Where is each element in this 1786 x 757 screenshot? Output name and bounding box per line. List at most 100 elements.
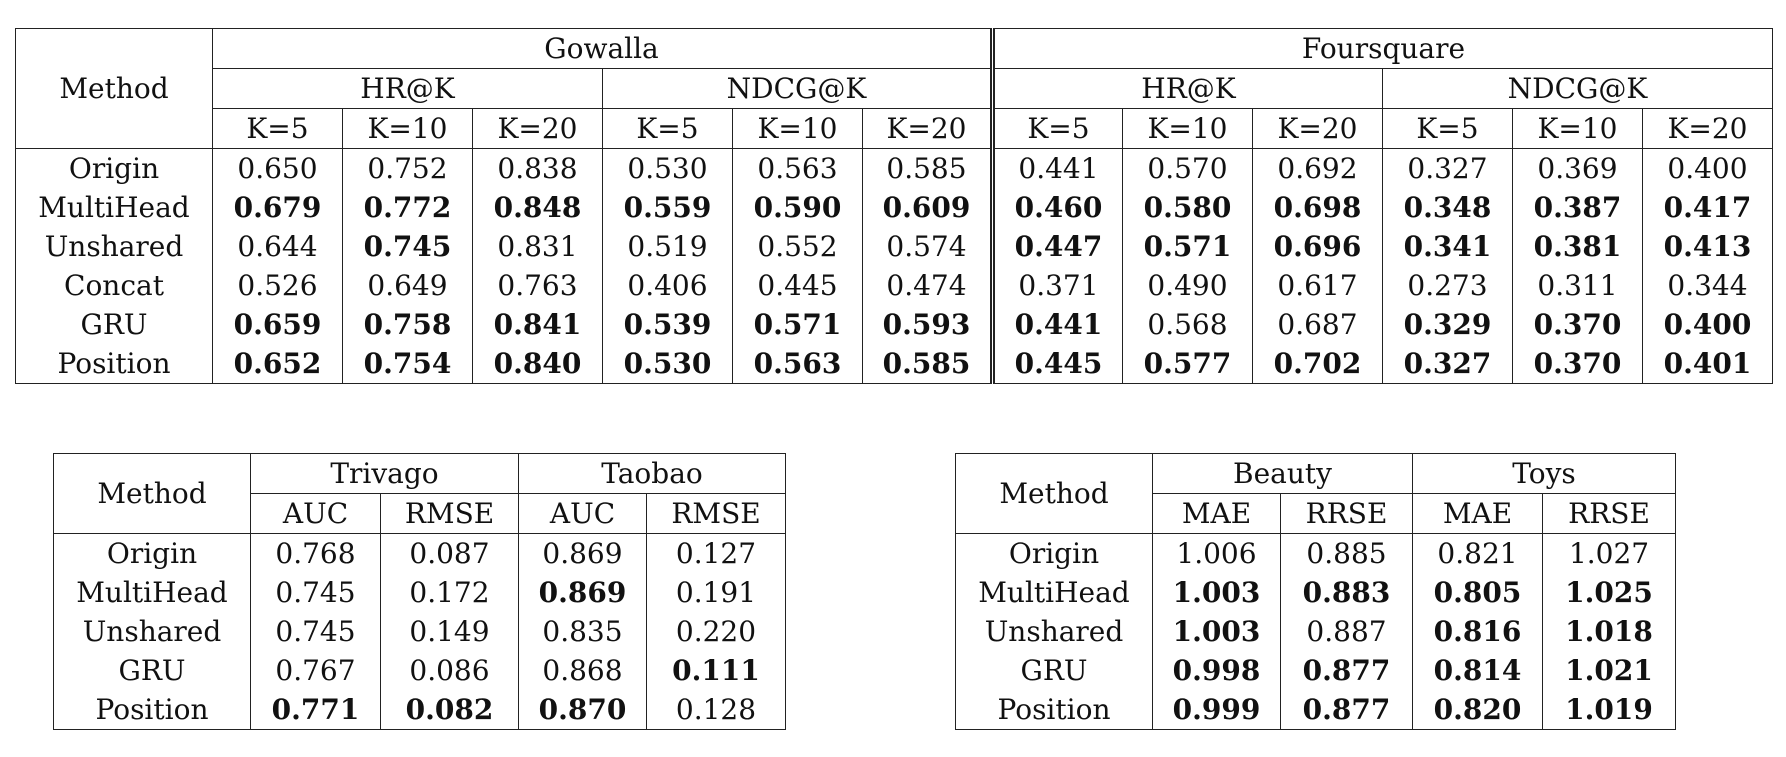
value-cell: 0.577	[1122, 344, 1253, 384]
value-cell: 0.696	[1252, 227, 1383, 266]
value-cell: 0.344	[1642, 266, 1773, 305]
value-cell: 0.869	[518, 533, 647, 573]
table-row: MultiHead 1.003 0.883 0.805 1.025	[956, 573, 1676, 612]
value-cell: 0.840	[472, 344, 603, 384]
value-cell: 0.679	[212, 188, 343, 227]
value-cell: 0.341	[1382, 227, 1513, 266]
value-cell: 1.025	[1542, 573, 1676, 612]
value-cell: 0.887	[1279, 612, 1413, 651]
metric-header: AUC	[250, 493, 381, 534]
table-row: Origin 0.650 0.752 0.838 0.530 0.563 0.585 0.44…	[16, 148, 1773, 188]
value-cell: 0.692	[1252, 148, 1383, 188]
value-cell: 0.649	[342, 266, 473, 305]
value-cell: 0.149	[380, 612, 519, 651]
table-row: GRU 0.998 0.877 0.814 1.021	[956, 651, 1676, 690]
value-cell: 0.609	[862, 188, 993, 227]
metric-header: RMSE	[646, 493, 786, 534]
method-cell: Position	[997, 692, 1111, 726]
method-cell: Origin	[106, 536, 198, 570]
value-cell: 0.593	[862, 305, 993, 344]
value-cell: 1.006	[1152, 533, 1281, 573]
k-header: K=20	[862, 108, 993, 149]
table-row: Origin 0.768 0.087 0.869 0.127	[54, 533, 786, 573]
k-header: K=5	[212, 108, 343, 149]
results-table-trivago-taobao: Method Trivago Taobao AUC RMSE AUC RMSE …	[53, 453, 786, 730]
value-cell: 0.519	[602, 227, 733, 266]
value-cell: 0.445	[732, 266, 863, 305]
value-cell: 0.329	[1382, 305, 1513, 344]
method-cell: GRU	[118, 653, 186, 687]
value-cell: 0.650	[212, 148, 343, 188]
value-cell: 0.870	[518, 690, 647, 730]
k-header: K=5	[602, 108, 733, 149]
dataset-header-gowalla: Gowalla	[212, 28, 993, 69]
dataset-header-beauty: Beauty	[1151, 453, 1413, 494]
value-cell: 0.086	[380, 651, 519, 690]
value-cell: 0.172	[380, 573, 519, 612]
value-cell: 0.400	[1642, 148, 1773, 188]
value-cell: 0.698	[1252, 188, 1383, 227]
value-cell: 1.003	[1152, 612, 1281, 651]
value-cell: 1.003	[1152, 573, 1281, 612]
value-cell: 0.590	[732, 188, 863, 227]
value-cell: 0.348	[1382, 188, 1513, 227]
value-cell: 0.563	[732, 344, 863, 384]
value-cell: 0.745	[250, 573, 381, 612]
value-cell: 0.327	[1382, 148, 1513, 188]
value-cell: 0.441	[990, 148, 1123, 188]
metric-header: AUC	[518, 493, 647, 534]
k-header: K=10	[1512, 108, 1643, 149]
value-cell: 0.447	[990, 227, 1123, 266]
metric-header: NDCG@K	[1382, 68, 1773, 109]
value-cell: 0.571	[732, 305, 863, 344]
table-row: Unshared 0.745 0.149 0.835 0.220	[54, 612, 786, 651]
metric-header: HR@K	[990, 68, 1383, 109]
value-cell: 1.018	[1542, 612, 1676, 651]
value-cell: 0.401	[1642, 344, 1773, 384]
value-cell: 0.474	[862, 266, 993, 305]
value-cell: 0.220	[646, 612, 786, 651]
value-cell: 1.027	[1542, 533, 1676, 573]
value-cell: 0.820	[1412, 690, 1543, 730]
table-row: Position 0.999 0.877 0.820 1.019	[956, 690, 1676, 730]
value-cell: 0.445	[990, 344, 1123, 384]
table-row: GRU 0.659 0.758 0.841 0.539 0.571 0.593 0.441 0.…	[16, 305, 1773, 344]
value-cell: 0.877	[1279, 651, 1413, 690]
method-cell: Position	[57, 346, 171, 380]
table-row: MultiHead 0.679 0.772 0.848 0.559 0.590 0.609 0…	[16, 188, 1773, 227]
k-header: K=20	[1642, 108, 1773, 149]
method-cell: MultiHead	[38, 190, 190, 224]
value-cell: 0.441	[990, 305, 1123, 344]
method-header: Method	[955, 453, 1153, 534]
value-cell: 0.687	[1252, 305, 1383, 344]
k-header: K=10	[342, 108, 473, 149]
table-row: Position 0.771 0.082 0.870 0.128	[54, 690, 786, 730]
value-cell: 0.841	[472, 305, 603, 344]
results-table-beauty-toys: Method Beauty Toys MAE RRSE MAE RRSE Ori…	[955, 453, 1677, 730]
metric-header: RRSE	[1279, 493, 1413, 534]
value-cell: 1.021	[1542, 651, 1676, 690]
value-cell: 0.838	[472, 148, 603, 188]
k-header: K=20	[472, 108, 603, 149]
table-row: Origin 1.006 0.885 0.821 1.027	[956, 533, 1676, 573]
method-cell: Position	[95, 692, 209, 726]
dataset-header-trivago: Trivago	[250, 453, 519, 494]
value-cell: 0.831	[472, 227, 603, 266]
method-cell: GRU	[80, 307, 148, 341]
value-cell: 0.128	[646, 690, 786, 730]
value-cell: 0.580	[1122, 188, 1253, 227]
method-cell: Concat	[64, 268, 164, 302]
value-cell: 0.585	[862, 148, 993, 188]
method-cell: Unshared	[984, 614, 1124, 648]
value-cell: 0.369	[1512, 148, 1643, 188]
value-cell: 0.768	[250, 533, 381, 573]
value-cell: 0.387	[1512, 188, 1643, 227]
value-cell: 0.371	[990, 266, 1123, 305]
value-cell: 0.191	[646, 573, 786, 612]
value-cell: 0.460	[990, 188, 1123, 227]
value-cell: 1.019	[1542, 690, 1676, 730]
value-cell: 0.659	[212, 305, 343, 344]
results-table-gowalla-foursquare: Method Gowalla Foursquare HR@K NDCG@K HR…	[15, 28, 1773, 384]
k-header: K=10	[732, 108, 863, 149]
value-cell: 0.763	[472, 266, 603, 305]
